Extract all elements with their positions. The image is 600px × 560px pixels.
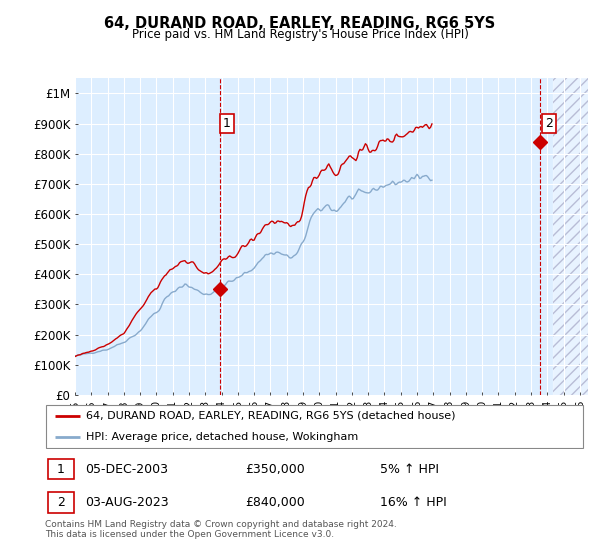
Text: 05-DEC-2003: 05-DEC-2003 <box>86 463 169 475</box>
Text: Price paid vs. HM Land Registry's House Price Index (HPI): Price paid vs. HM Land Registry's House … <box>131 28 469 41</box>
Text: 5% ↑ HPI: 5% ↑ HPI <box>380 463 439 475</box>
Text: £840,000: £840,000 <box>245 496 305 509</box>
Text: 16% ↑ HPI: 16% ↑ HPI <box>380 496 446 509</box>
Text: 64, DURAND ROAD, EARLEY, READING, RG6 5YS (detached house): 64, DURAND ROAD, EARLEY, READING, RG6 5Y… <box>86 410 455 421</box>
FancyBboxPatch shape <box>48 492 74 513</box>
Text: 2: 2 <box>57 496 65 509</box>
FancyBboxPatch shape <box>46 404 583 448</box>
Text: 1: 1 <box>223 117 231 130</box>
Text: 03-AUG-2023: 03-AUG-2023 <box>86 496 169 509</box>
Text: £350,000: £350,000 <box>245 463 305 475</box>
Text: 64, DURAND ROAD, EARLEY, READING, RG6 5YS: 64, DURAND ROAD, EARLEY, READING, RG6 5Y… <box>104 16 496 31</box>
Bar <box>553 78 600 395</box>
Bar <box>553 78 600 395</box>
Text: Contains HM Land Registry data © Crown copyright and database right 2024.
This d: Contains HM Land Registry data © Crown c… <box>45 520 397 539</box>
FancyBboxPatch shape <box>48 459 74 479</box>
Text: 1: 1 <box>57 463 65 475</box>
Text: HPI: Average price, detached house, Wokingham: HPI: Average price, detached house, Woki… <box>86 432 358 442</box>
Text: 2: 2 <box>545 117 553 130</box>
